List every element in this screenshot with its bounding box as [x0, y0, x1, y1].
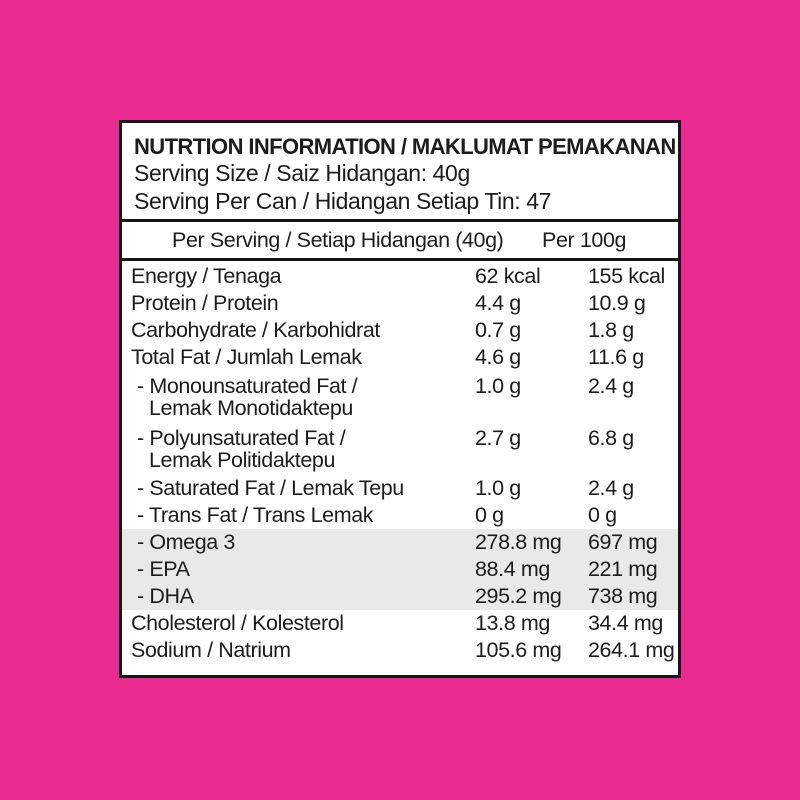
value-per-serving: 1.0 g [475, 374, 521, 398]
nutrient-row: - Trans Fat / Trans Lemak 0 g 0 g [122, 502, 678, 529]
nutrient-row: - Saturated Fat / Lemak Tepu 1.0 g 2.4 g [122, 475, 678, 502]
value-per-100g: 10.9 g [588, 291, 646, 315]
nutrient-row: Carbohydrate / Karbohidrat 0.7 g 1.8 g [122, 317, 678, 344]
nutrient-label-line1: Sodium / Natrium [131, 638, 291, 662]
label-title: NUTRTION INFORMATION / MAKLUMAT PEMAKANA… [134, 134, 676, 159]
value-per-serving: 0.7 g [475, 318, 521, 342]
nutrient-label-line1: Total Fat / Jumlah Lemak [131, 345, 362, 369]
nutrition-label: NUTRTION INFORMATION / MAKLUMAT PEMAKANA… [119, 120, 681, 678]
value-per-serving: 2.7 g [475, 426, 521, 450]
nutrient-label-line2: Lemak Monotidaktepu [149, 396, 353, 420]
value-per-100g: 221 mg [588, 557, 658, 581]
value-per-100g: 6.8 g [588, 426, 634, 450]
nutrient-label: Sodium / Natrium [122, 637, 678, 664]
nutrient-label: - DHA [122, 583, 678, 610]
value-per-100g: 264.1 mg [588, 638, 675, 662]
value-per-100g: 2.4 g [588, 374, 634, 398]
nutrient-label: Protein / Protein [122, 290, 678, 317]
nutrient-label: Energy / Tenaga [122, 263, 678, 290]
nutrient-label-line1: Protein / Protein [131, 291, 279, 315]
value-per-serving: 62 kcal [475, 264, 541, 288]
divider-below-column-headers [122, 258, 678, 261]
nutrient-label-line1: - DHA [137, 584, 194, 608]
divider-above-column-headers [122, 219, 678, 222]
nutrient-label: Carbohydrate / Karbohidrat [122, 317, 678, 344]
nutrient-label: - Trans Fat / Trans Lemak [122, 502, 678, 529]
nutrient-row: Total Fat / Jumlah Lemak 4.6 g 11.6 g [122, 344, 678, 371]
nutrient-label-line1: Carbohydrate / Karbohidrat [131, 318, 380, 342]
nutrient-row: - Omega 3 278.8 mg 697 mg [122, 529, 678, 556]
value-per-serving: 0 g [475, 503, 504, 527]
nutrient-row: Energy / Tenaga 62 kcal 155 kcal [122, 263, 678, 290]
value-per-serving: 1.0 g [475, 476, 521, 500]
nutrient-label: - Omega 3 [122, 529, 678, 556]
nutrient-label: - Monounsaturated Fat / Lemak Monotidakte… [122, 375, 678, 419]
value-per-serving: 4.4 g [475, 291, 521, 315]
value-per-100g: 738 mg [588, 584, 658, 608]
value-per-100g: 697 mg [588, 530, 658, 554]
nutrient-label: - Saturated Fat / Lemak Tepu [122, 475, 678, 502]
nutrient-row: - Polyunsaturated Fat / Lemak Politidakte… [122, 423, 678, 475]
nutrient-row: - Monounsaturated Fat / Lemak Monotidakte… [122, 371, 678, 423]
nutrient-label: - Polyunsaturated Fat / Lemak Politidakte… [122, 427, 678, 471]
column-header-row: Per Serving / Setiap Hidangan (40g) Per … [122, 222, 678, 258]
nutrition-table: Energy / Tenaga 62 kcal 155 kcal Protein / … [122, 261, 678, 664]
value-per-serving: 278.8 mg [475, 530, 562, 554]
label-header-section: NUTRTION INFORMATION / MAKLUMAT PEMAKANA… [122, 123, 678, 219]
nutrient-label-line1: - Trans Fat / Trans Lemak [137, 503, 374, 527]
column-header-per-100g: Per 100g [542, 228, 627, 252]
nutrient-label-line1: Energy / Tenaga [131, 264, 282, 288]
nutrient-label-line1: - Omega 3 [137, 530, 235, 554]
value-per-100g: 0 g [588, 503, 617, 527]
serving-size-line: Serving Size / Saiz Hidangan: 40g [134, 160, 470, 186]
nutrient-label: - EPA [122, 556, 678, 583]
value-per-100g: 1.8 g [588, 318, 634, 342]
value-per-serving: 105.6 mg [475, 638, 562, 662]
nutrient-row: - EPA 88.4 mg 221 mg [122, 556, 678, 583]
value-per-100g: 34.4 mg [588, 611, 663, 635]
value-per-serving: 88.4 mg [475, 557, 550, 581]
nutrient-label-line1: - EPA [137, 557, 190, 581]
nutrient-row: Sodium / Natrium 105.6 mg 264.1 mg [122, 637, 678, 664]
value-per-serving: 4.6 g [475, 345, 521, 369]
nutrient-label-line2: Lemak Politidaktepu [149, 448, 336, 472]
nutrient-row: Protein / Protein 4.4 g 10.9 g [122, 290, 678, 317]
value-per-serving: 295.2 mg [475, 584, 562, 608]
value-per-100g: 11.6 g [588, 345, 644, 369]
column-header-per-serving: Per Serving / Setiap Hidangan (40g) [172, 228, 504, 252]
nutrient-label-line1: - Polyunsaturated Fat / [137, 426, 346, 450]
nutrient-label: Cholesterol / Kolesterol [122, 610, 678, 637]
nutrient-label-line1: - Monounsaturated Fat / [137, 374, 358, 398]
value-per-serving: 13.8 mg [475, 611, 550, 635]
serving-per-can-line: Serving Per Can / Hidangan Setiap Tin: 4… [134, 188, 552, 214]
nutrient-row: Cholesterol / Kolesterol 13.8 mg 34.4 mg [122, 610, 678, 637]
nutrient-label-line1: Cholesterol / Kolesterol [131, 611, 344, 635]
value-per-100g: 155 kcal [588, 264, 665, 288]
nutrient-label: Total Fat / Jumlah Lemak [122, 344, 678, 371]
nutrient-label-line1: - Saturated Fat / Lemak Tepu [137, 476, 404, 500]
value-per-100g: 2.4 g [588, 476, 634, 500]
nutrient-row: - DHA 295.2 mg 738 mg [122, 583, 678, 610]
